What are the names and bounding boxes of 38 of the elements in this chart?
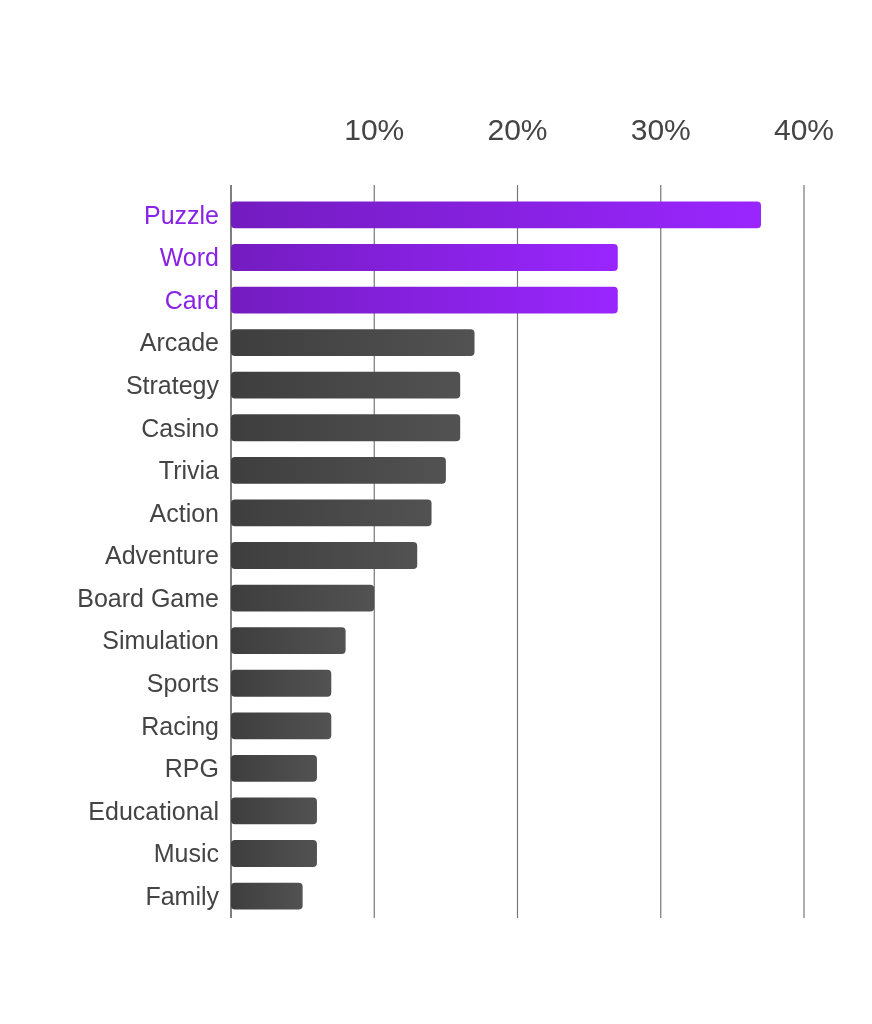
y-tick-label: Arcade bbox=[139, 328, 219, 357]
y-tick-label: Family bbox=[145, 881, 220, 910]
y-tick-label: Adventure bbox=[105, 541, 219, 570]
bar bbox=[231, 371, 461, 399]
bar bbox=[231, 499, 432, 527]
bar bbox=[231, 669, 332, 697]
bar bbox=[231, 584, 375, 612]
x-tick-label: 40% bbox=[773, 113, 835, 146]
bar bbox=[231, 712, 332, 740]
y-tick-label: Puzzle bbox=[143, 200, 219, 229]
bar bbox=[231, 542, 418, 569]
x-tick-label: 10% bbox=[344, 113, 405, 146]
bar bbox=[231, 201, 762, 229]
y-tick-label: RPG bbox=[164, 754, 219, 783]
bar bbox=[231, 840, 317, 867]
y-tick-label: Educational bbox=[88, 796, 219, 825]
bar bbox=[231, 286, 618, 314]
bar bbox=[231, 882, 303, 910]
x-tick-label: 20% bbox=[487, 113, 548, 146]
y-tick-label: Board Game bbox=[77, 583, 219, 612]
bar bbox=[231, 329, 475, 357]
bar bbox=[231, 754, 317, 782]
y-tick-label: Casino bbox=[141, 413, 219, 442]
y-tick-label: Music bbox=[153, 839, 219, 868]
bar bbox=[231, 627, 346, 655]
y-tick-label: Card bbox=[164, 285, 219, 314]
y-tick-label: Trivia bbox=[158, 456, 220, 485]
y-tick-label: Strategy bbox=[125, 370, 220, 399]
y-tick-label: Word bbox=[159, 243, 219, 272]
bar bbox=[231, 414, 461, 442]
bar bbox=[231, 244, 618, 271]
y-tick-label: Sports bbox=[146, 668, 219, 697]
y-tick-label: Simulation bbox=[102, 626, 219, 655]
bar bbox=[231, 456, 446, 484]
y-tick-label: Racing bbox=[141, 711, 219, 740]
bar bbox=[231, 797, 317, 825]
x-tick-label: 30% bbox=[630, 113, 691, 146]
y-tick-label: Action bbox=[149, 498, 219, 527]
